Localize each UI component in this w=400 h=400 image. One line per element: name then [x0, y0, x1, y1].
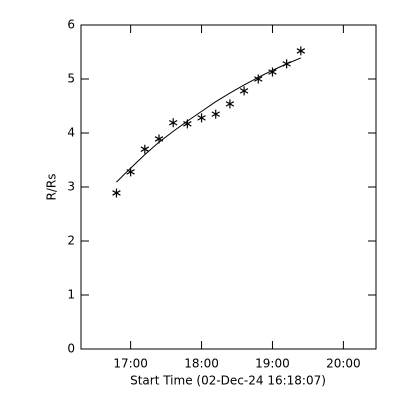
- y-tick-label: 3: [67, 180, 75, 194]
- data-point: [296, 46, 306, 56]
- x-tick-label: 18:00: [184, 357, 219, 371]
- data-point: [282, 59, 291, 69]
- data-point: [211, 109, 220, 119]
- data-point: [140, 144, 150, 154]
- data-point: [168, 118, 178, 128]
- x-tick-label: 17:00: [113, 357, 148, 371]
- y-tick-label: 0: [67, 342, 75, 356]
- data-point: [197, 113, 206, 123]
- data-point: [225, 99, 235, 109]
- data-point: [254, 74, 263, 84]
- y-axis-title: R/Rs: [45, 174, 59, 201]
- data-point: [239, 86, 249, 96]
- y-tick-label: 4: [67, 126, 75, 140]
- x-tick-label: 20:00: [326, 357, 361, 371]
- x-axis-title: Start Time (02-Dec-24 16:18:07): [130, 374, 326, 388]
- y-tick-label: 2: [67, 234, 75, 248]
- plot-frame: [80, 24, 377, 350]
- x-tick-label: 19:00: [255, 357, 290, 371]
- y-tick-label: 5: [67, 72, 75, 86]
- data-point: [154, 134, 164, 144]
- y-tick-label: 1: [67, 288, 75, 302]
- data-point: [126, 167, 135, 177]
- data-point: [112, 188, 121, 198]
- data-point: [268, 67, 277, 77]
- fit-line: [116, 57, 302, 183]
- data-point: [183, 119, 192, 129]
- y-tick-label: 6: [67, 18, 75, 32]
